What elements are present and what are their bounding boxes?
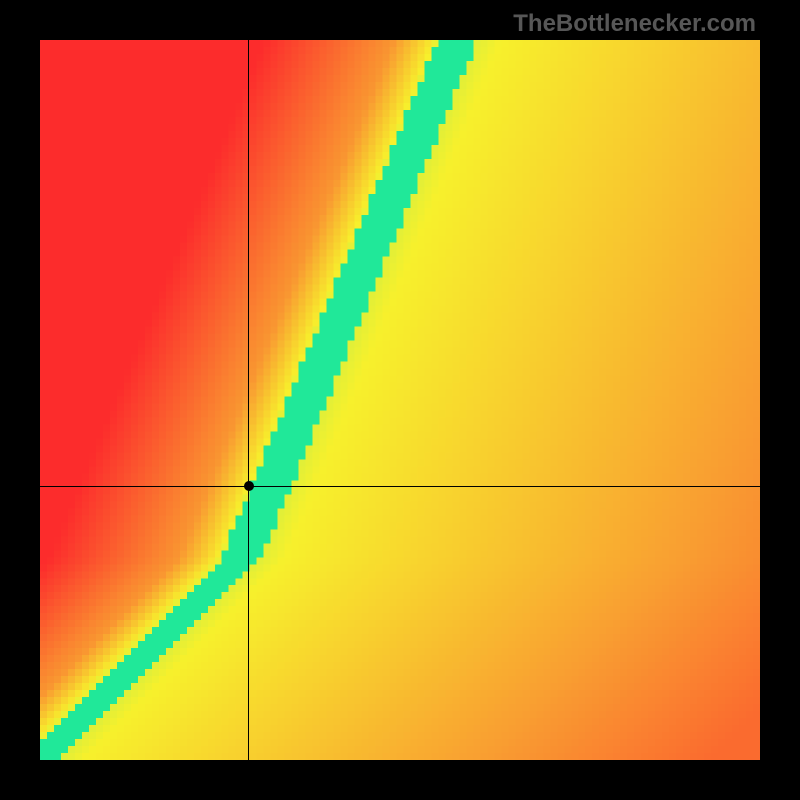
crosshair-vertical bbox=[248, 40, 249, 760]
crosshair-horizontal bbox=[40, 486, 760, 487]
watermark-text: TheBottlenecker.com bbox=[513, 10, 756, 38]
heatmap-plot bbox=[40, 40, 760, 760]
